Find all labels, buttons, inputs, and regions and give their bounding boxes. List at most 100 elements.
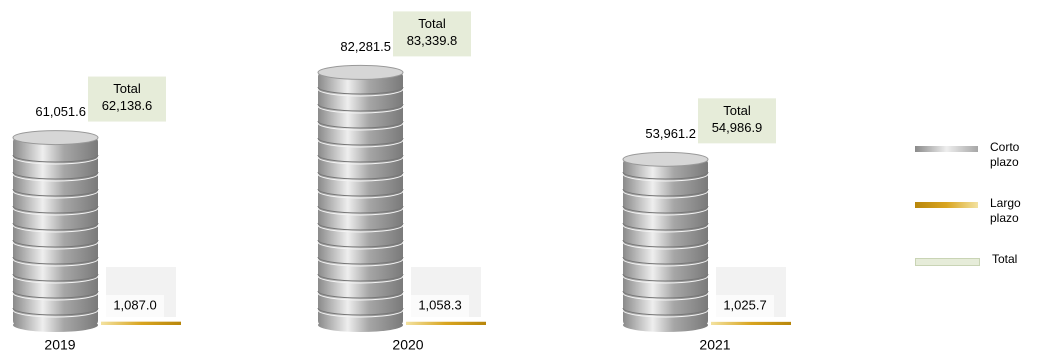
coin-edge bbox=[622, 239, 709, 248]
legend-item: Largo plazo bbox=[915, 196, 1045, 226]
coin-edge bbox=[317, 154, 404, 163]
largo-bar bbox=[406, 321, 486, 325]
largo-bar bbox=[711, 321, 791, 325]
coin-highlight bbox=[622, 292, 709, 301]
coin-highlight bbox=[317, 122, 404, 131]
coin-highlight bbox=[12, 275, 99, 284]
total-box bbox=[698, 98, 776, 144]
largo-bar bbox=[101, 321, 181, 325]
coin-edge bbox=[12, 273, 99, 282]
x-tick-label: 2020 bbox=[392, 337, 423, 353]
coin-highlight bbox=[12, 156, 99, 165]
coin-edge bbox=[12, 290, 99, 299]
total-value-label: 54,986.9 bbox=[712, 120, 763, 135]
coin-edge bbox=[12, 154, 99, 163]
coin-bottom bbox=[13, 318, 98, 332]
coin-highlight bbox=[317, 309, 404, 318]
legend-swatch bbox=[915, 202, 978, 208]
total-label: Total bbox=[723, 103, 751, 118]
coin-highlight bbox=[317, 190, 404, 199]
coin-edge bbox=[622, 222, 709, 231]
coin-highlight bbox=[317, 156, 404, 165]
coin-edge bbox=[622, 188, 709, 197]
coin-highlight bbox=[317, 207, 404, 216]
coin-highlight bbox=[622, 275, 709, 284]
coin-edge bbox=[317, 256, 404, 265]
coin-top bbox=[317, 64, 404, 80]
largo-value-label: 1,058.3 bbox=[418, 297, 461, 312]
total-box bbox=[88, 76, 166, 122]
coin-highlight bbox=[317, 241, 404, 250]
coin-highlight bbox=[622, 224, 709, 233]
largo-label-box bbox=[106, 295, 164, 317]
coin-highlight bbox=[317, 88, 404, 97]
coin-edge bbox=[12, 307, 99, 316]
coin-bottom bbox=[318, 318, 403, 332]
coin-highlight bbox=[12, 309, 99, 318]
total-label: Total bbox=[113, 81, 141, 96]
corto-value-label: 61,051.6 bbox=[35, 104, 86, 119]
coin-highlight bbox=[12, 207, 99, 216]
coin-edge bbox=[317, 137, 404, 146]
coin-highlight bbox=[622, 173, 709, 182]
total-label: Total bbox=[418, 16, 446, 31]
coin-edge bbox=[12, 171, 99, 180]
largo-value-label: 1,087.0 bbox=[113, 297, 156, 312]
x-tick-label: 2021 bbox=[699, 337, 730, 353]
coin-highlight bbox=[622, 309, 709, 318]
coin-stack bbox=[13, 137, 98, 325]
coin-highlight bbox=[317, 275, 404, 284]
coin-edge bbox=[317, 239, 404, 248]
legend-label: Largo plazo bbox=[990, 196, 1021, 225]
coin-highlight bbox=[12, 292, 99, 301]
coin-edge bbox=[622, 290, 709, 299]
coin-highlight bbox=[622, 207, 709, 216]
coin-highlight bbox=[622, 241, 709, 250]
chart: 61,051.6 1,087.0 Total 62,138.6 2019 82,281.5… bbox=[12, 11, 791, 353]
coin-edge bbox=[622, 205, 709, 214]
coin-edge bbox=[622, 307, 709, 316]
largo-value-label: 1,025.7 bbox=[723, 297, 766, 312]
total-box bbox=[393, 11, 471, 57]
largo-label-box bbox=[411, 295, 469, 317]
coin-top bbox=[622, 151, 709, 167]
coin-edge bbox=[317, 86, 404, 95]
coin-highlight bbox=[317, 292, 404, 301]
legend-swatch bbox=[915, 258, 980, 266]
legend-label: Total bbox=[992, 252, 1018, 266]
legend-item: Total bbox=[915, 252, 1045, 267]
corto-value-label: 82,281.5 bbox=[340, 39, 391, 54]
largo-label-box bbox=[716, 295, 774, 317]
coin-edge bbox=[12, 256, 99, 265]
coin-highlight bbox=[317, 224, 404, 233]
coin-bottom bbox=[623, 318, 708, 332]
coin-edge bbox=[12, 188, 99, 197]
coin-highlight bbox=[622, 190, 709, 199]
coin-edge bbox=[317, 120, 404, 129]
coin-highlight bbox=[12, 190, 99, 199]
coin-highlight bbox=[317, 173, 404, 182]
total-value-label: 83,339.8 bbox=[407, 33, 458, 48]
coin-edge bbox=[317, 290, 404, 299]
coin-highlight bbox=[12, 224, 99, 233]
coin-highlight bbox=[317, 139, 404, 148]
coin-edge bbox=[622, 273, 709, 282]
coin-highlight bbox=[12, 241, 99, 250]
coin-highlight bbox=[12, 173, 99, 182]
coin-highlight bbox=[317, 258, 404, 267]
coin-edge bbox=[317, 171, 404, 180]
coin-highlight bbox=[622, 258, 709, 267]
coin-stack bbox=[318, 72, 403, 325]
coin-stack bbox=[623, 159, 708, 325]
coin-highlight bbox=[12, 258, 99, 267]
coin-edge bbox=[317, 103, 404, 112]
corto-value-label: 53,961.2 bbox=[645, 126, 696, 141]
coin-highlight bbox=[317, 105, 404, 114]
coin-edge bbox=[317, 222, 404, 231]
coin-edge bbox=[622, 171, 709, 180]
coin-edge bbox=[317, 273, 404, 282]
legend-swatch bbox=[915, 146, 978, 152]
total-value-label: 62,138.6 bbox=[102, 98, 153, 113]
coin-edge bbox=[317, 307, 404, 316]
